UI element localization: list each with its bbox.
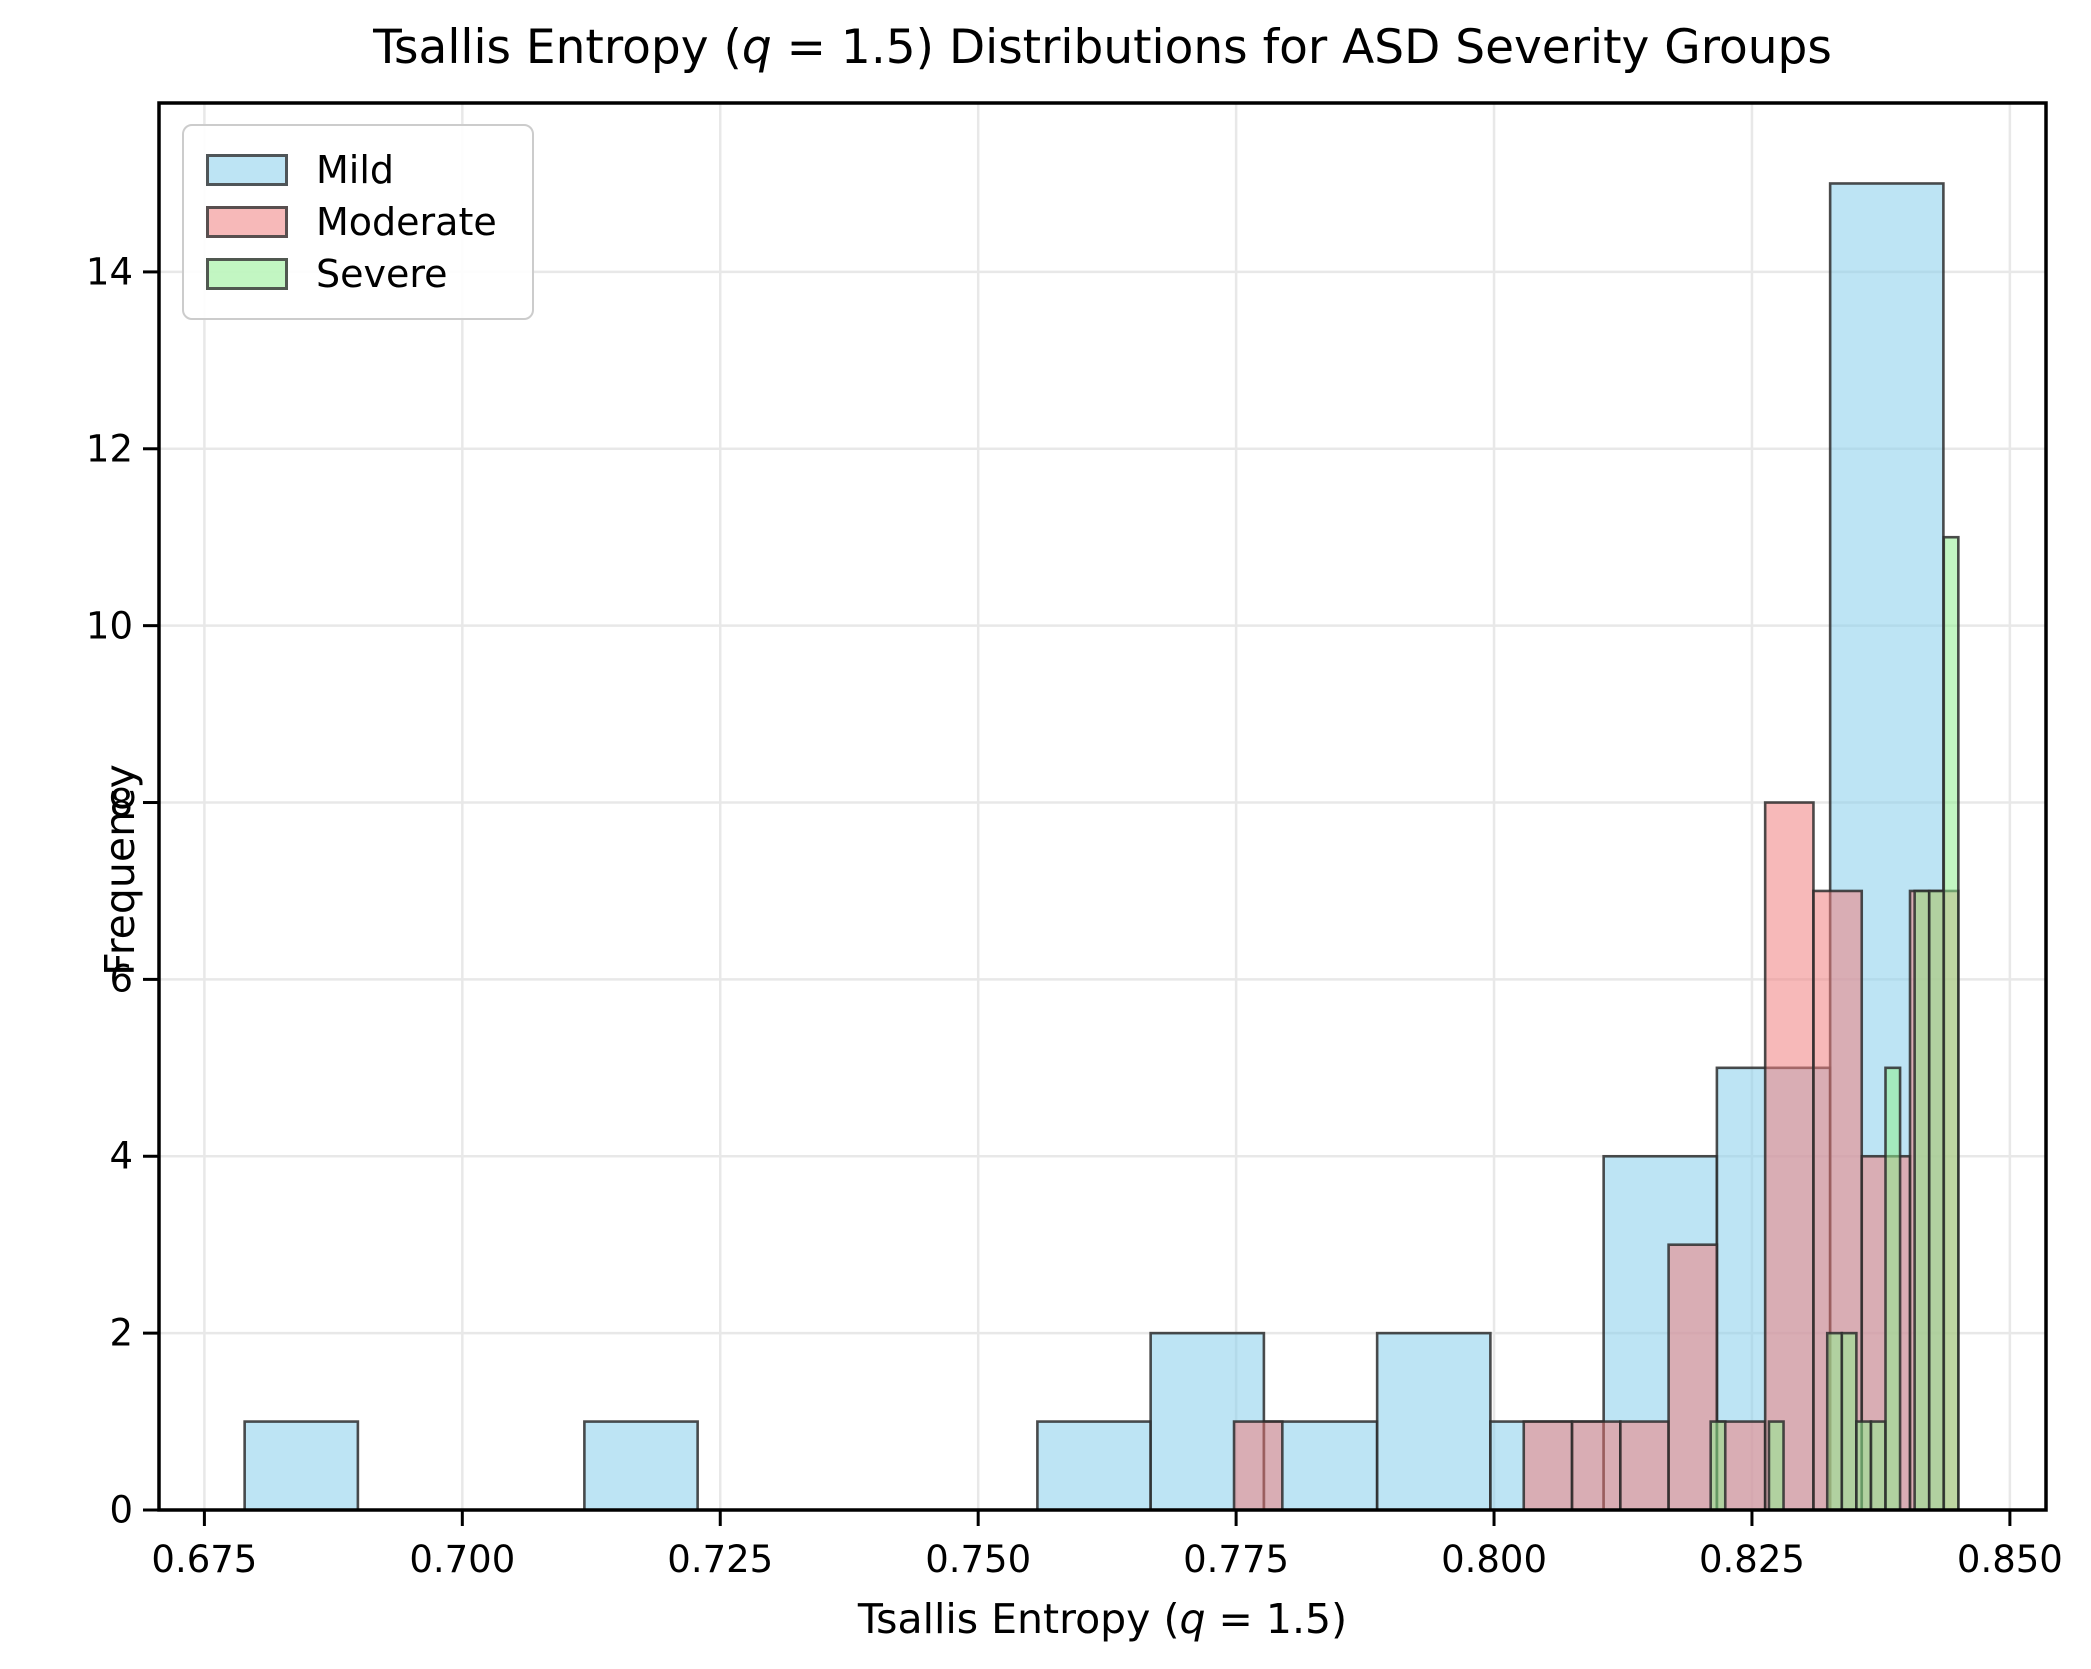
histogram-bar-moderate bbox=[1667, 1243, 1719, 1512]
x-axis-label: Tsallis Entropy (q = 1.5) bbox=[857, 1595, 1348, 1643]
y-tick-label: 6 bbox=[109, 957, 133, 1001]
histogram-bar-mild bbox=[1375, 1331, 1492, 1512]
x-tick-label: 0.675 bbox=[151, 1538, 258, 1581]
legend-label: Mild bbox=[316, 148, 395, 192]
x-tick-label: 0.825 bbox=[1698, 1538, 1805, 1581]
legend-swatch-severe bbox=[206, 258, 288, 290]
legend-label: Severe bbox=[316, 252, 448, 296]
legend: Mild Moderate Severe bbox=[182, 124, 534, 320]
legend-label: Moderate bbox=[316, 200, 497, 244]
histogram-bar-mild bbox=[583, 1420, 699, 1512]
x-tick-label: 0.750 bbox=[925, 1538, 1032, 1581]
legend-item-moderate: Moderate bbox=[206, 203, 532, 241]
plot-spines bbox=[157, 101, 2048, 1512]
x-tick-label: 0.725 bbox=[667, 1538, 774, 1581]
y-tick-label: 14 bbox=[85, 250, 133, 294]
histogram-bar-severe bbox=[1840, 1331, 1858, 1512]
y-tick-label: 2 bbox=[109, 1311, 133, 1355]
histogram-bar-severe bbox=[1767, 1420, 1785, 1512]
y-tick-label: 8 bbox=[109, 781, 133, 825]
histogram-bar-severe bbox=[1942, 535, 1960, 1512]
histogram-bar-moderate bbox=[1619, 1420, 1670, 1512]
x-tick-label: 0.700 bbox=[409, 1538, 516, 1581]
legend-item-mild: Mild bbox=[206, 151, 532, 189]
legend-swatch-mild bbox=[206, 154, 288, 186]
histogram-bar-moderate bbox=[1522, 1420, 1574, 1512]
x-tick-label: 0.850 bbox=[1956, 1538, 2063, 1581]
y-tick-label: 12 bbox=[85, 427, 133, 471]
histogram-bar-moderate bbox=[1232, 1420, 1284, 1512]
chart-title: Tsallis Entropy (q = 1.5) Distributions … bbox=[373, 20, 1832, 75]
y-tick-label: 10 bbox=[85, 604, 133, 648]
histogram-bar-severe bbox=[1709, 1420, 1727, 1512]
histogram-bar-severe bbox=[1825, 1331, 1844, 1512]
histogram-bar-severe bbox=[1913, 889, 1931, 1512]
legend-item-severe: Severe bbox=[206, 255, 532, 293]
histogram-bar-severe bbox=[1855, 1420, 1873, 1512]
x-tick-label: 0.775 bbox=[1183, 1538, 1290, 1581]
x-tick-label: 0.800 bbox=[1441, 1538, 1547, 1581]
histogram-bar-severe bbox=[1869, 1420, 1887, 1512]
histogram-bar-severe bbox=[1884, 1066, 1902, 1512]
histogram-bar-severe bbox=[1927, 889, 1946, 1512]
histogram-bar-mild bbox=[1036, 1420, 1152, 1512]
legend-swatch-moderate bbox=[206, 206, 288, 238]
histogram-bar-mild bbox=[243, 1420, 360, 1512]
y-tick-label: 0 bbox=[109, 1488, 133, 1532]
histogram-bar-moderate bbox=[1763, 801, 1815, 1512]
y-tick-label: 4 bbox=[109, 1134, 133, 1178]
histogram-bar-moderate bbox=[1570, 1420, 1622, 1512]
